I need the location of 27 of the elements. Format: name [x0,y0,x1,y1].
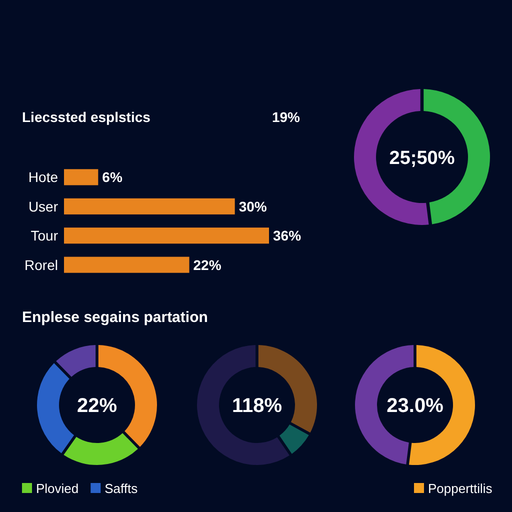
text: 118% [232,395,282,418]
text: 25;50% [389,148,455,169]
data-label: 6% [102,169,123,186]
legend-label: Popperttilis [428,481,493,496]
legend-label: Saffts [104,481,138,496]
data-label: 36% [273,228,302,244]
text: 22% [76,395,118,418]
data-label: 30% [238,198,268,214]
donut-slice [56,345,96,377]
data-label: 22% [193,256,222,273]
chart-title: Liecssted esplstics [22,109,151,125]
bar [64,169,98,186]
donut-slice [197,345,290,465]
text: 19% [272,109,301,125]
bar [64,198,235,214]
bar [64,256,190,273]
y-tick-label: Hote [28,169,58,186]
text: 23.0% [386,395,444,418]
donut-slice [64,433,138,465]
y-tick-label: Tour [30,228,58,244]
chart-title: Enplese segains partation [22,309,208,326]
y-tick-label: User [28,198,58,214]
y-tick-label: Rorel [24,256,58,273]
donut-slice [37,363,74,454]
legend-label: Plovied [36,481,79,496]
donut-slice [280,424,309,454]
bar [64,228,269,244]
